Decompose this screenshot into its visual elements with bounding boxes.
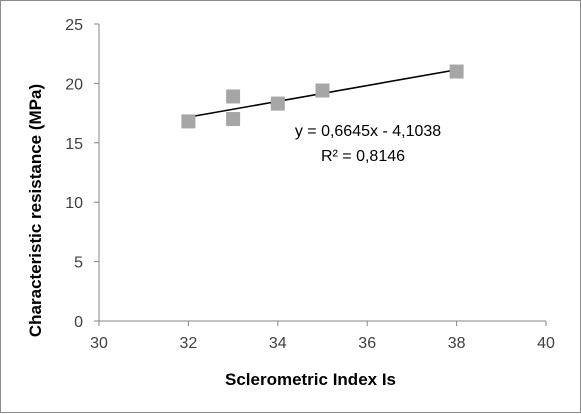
- x-tick-label: 32: [180, 335, 198, 352]
- axes: [98, 24, 546, 322]
- y-tick-label: 5: [74, 255, 83, 272]
- data-point: [226, 112, 241, 127]
- x-tick-label: 34: [269, 335, 287, 352]
- trendline-equation: y = 0,6645x - 4,1038: [295, 123, 441, 140]
- y-tick-label: 20: [65, 76, 83, 93]
- trendline-r-squared: R² = 0,8146: [321, 148, 405, 165]
- y-tick-label: 0: [74, 314, 83, 331]
- x-axis-title: Sclerometric Index Is: [225, 370, 396, 389]
- x-tick-labels: 30 32 34 36 38 40: [90, 335, 555, 352]
- data-point: [449, 64, 464, 79]
- x-tick-label: 40: [537, 335, 555, 352]
- x-tick-label: 38: [448, 335, 466, 352]
- x-tick-label: 30: [90, 335, 108, 352]
- data-points: [181, 64, 464, 129]
- data-point: [315, 83, 330, 98]
- y-tick-label: 10: [65, 195, 83, 212]
- data-point: [270, 96, 285, 111]
- y-tick-label: 15: [65, 136, 83, 153]
- data-point: [226, 89, 241, 104]
- data-point: [181, 114, 196, 129]
- y-tick-labels: 0 5 10 15 20 25: [65, 17, 83, 331]
- y-tick-label: 25: [65, 17, 83, 34]
- tick-marks: [94, 23, 547, 326]
- y-axis-title: Characteristic resistance (MPa): [26, 84, 45, 337]
- x-tick-label: 36: [358, 335, 376, 352]
